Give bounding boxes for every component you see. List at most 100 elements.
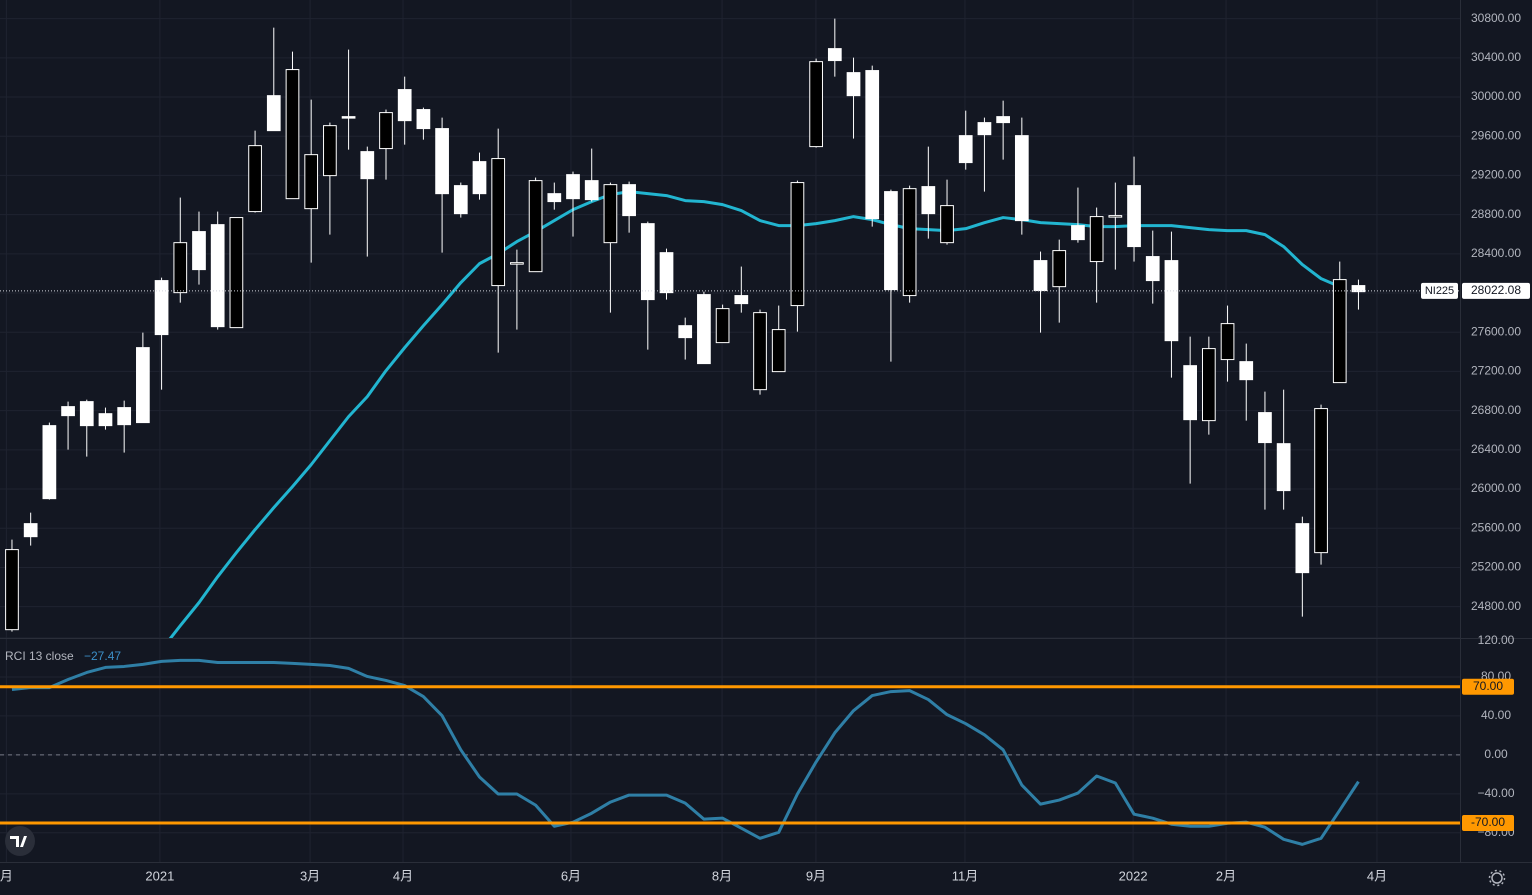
settings-icon[interactable]	[1488, 869, 1506, 887]
candle-body	[958, 135, 973, 164]
y-tick-label: 29200.00	[1471, 168, 1521, 182]
y-tick-label: 40.00	[1481, 708, 1511, 722]
candle-body	[827, 48, 842, 62]
candle-body	[584, 180, 599, 201]
candle-body	[453, 185, 468, 215]
candle-body	[1014, 135, 1029, 222]
candle-body	[1258, 412, 1272, 444]
band-label: 70.00	[1473, 679, 1503, 693]
candle-body	[1332, 279, 1347, 384]
candle-body	[61, 406, 75, 417]
symbol-box	[1421, 282, 1458, 299]
candle-body	[210, 224, 225, 328]
candle-body	[136, 347, 150, 424]
candle-body	[1033, 260, 1048, 292]
rci-line	[11, 658, 1360, 846]
candle-body	[5, 549, 19, 631]
candle-body	[510, 262, 524, 265]
candle-body	[977, 122, 992, 136]
last-price-box	[1462, 282, 1530, 299]
tradingview-logo	[5, 826, 35, 856]
candle-body	[1183, 365, 1198, 421]
candle-body	[397, 89, 412, 122]
candle-body	[1164, 260, 1179, 342]
candle-body	[902, 188, 917, 297]
y-tick-label: 28800.00	[1471, 207, 1521, 221]
candle-body	[248, 145, 262, 213]
y-tick-label: 30000.00	[1471, 89, 1521, 103]
candle-body	[697, 294, 711, 365]
x-tick-label: 6月	[561, 868, 581, 883]
candle-body	[603, 184, 618, 244]
band-label-box	[1462, 815, 1514, 832]
band-label: -70.00	[1471, 815, 1505, 829]
x-tick-label: 2021	[145, 868, 174, 883]
x-tick-label: 4月	[1367, 868, 1387, 883]
candle-body	[1071, 225, 1085, 241]
last-price-label: 28022.08	[1471, 283, 1521, 297]
candle-body	[1295, 523, 1310, 574]
candle-body	[547, 193, 562, 203]
candle-body	[285, 69, 300, 200]
candle-body	[266, 95, 281, 132]
candle-body	[884, 191, 898, 291]
candle-body	[715, 308, 730, 344]
y-tick-label: 25600.00	[1471, 520, 1521, 534]
y-tick-label: −40.00	[1477, 786, 1514, 800]
candle-body	[79, 401, 94, 427]
candle-body	[566, 174, 580, 200]
y-tick-label: 26400.00	[1471, 442, 1521, 456]
y-tick-label: 0.00	[1484, 747, 1508, 761]
x-tick-label: 2月	[1216, 868, 1236, 883]
time-axis: 月 2021 3月 4月 6月 8月 9月 11月 2022 2月 4月	[0, 868, 1387, 883]
candle-body	[1089, 216, 1104, 263]
candle-body	[323, 125, 337, 177]
x-tick-label: 2022	[1119, 868, 1148, 883]
candle-body	[734, 295, 749, 305]
candle-body	[640, 223, 655, 301]
candle-body	[790, 182, 805, 307]
x-tick-label: 3月	[300, 868, 320, 883]
moving-average	[168, 190, 1341, 638]
candle-body	[753, 312, 767, 391]
candle-body	[622, 184, 636, 217]
y-tick-label: 28400.00	[1471, 246, 1521, 260]
indicator-last-value: −27.47	[84, 649, 121, 663]
candle-body	[921, 186, 936, 215]
y-tick-label: 29600.00	[1471, 128, 1521, 142]
y-tick-label: 26800.00	[1471, 403, 1521, 417]
candle-body	[1239, 361, 1254, 381]
candle-body	[435, 128, 449, 195]
candle-body	[98, 413, 113, 427]
grid-layer	[0, 0, 1460, 862]
candle-body	[173, 242, 188, 294]
candle-body	[809, 61, 823, 148]
candle-body	[659, 252, 674, 294]
candle-body	[154, 280, 169, 336]
candle-body	[192, 231, 206, 271]
candle-body	[678, 325, 693, 339]
x-tick-label: 11月	[952, 868, 979, 883]
x-tick-label: 9月	[806, 868, 826, 883]
candle-body	[1351, 285, 1366, 293]
price-pane	[0, 18, 1460, 638]
y-tick-label: 120.00	[1478, 633, 1515, 647]
candle-body	[996, 116, 1010, 124]
y-tick-label: 27600.00	[1471, 324, 1521, 338]
axes-layer: 24800.00 25200.00 25600.00 26000.00 26400.00…	[1421, 11, 1530, 839]
rci-pane	[0, 658, 1460, 846]
y-tick-label: 24800.00	[1471, 599, 1521, 613]
candle-body	[846, 72, 861, 97]
candle-body	[229, 217, 244, 329]
symbol-label: NI225	[1425, 285, 1454, 297]
y-tick-label: 27200.00	[1471, 364, 1521, 378]
y-tick-label: 30400.00	[1471, 50, 1521, 64]
x-tick-label: 8月	[712, 868, 732, 883]
candle-body	[1145, 256, 1160, 282]
candle-body	[379, 112, 393, 150]
candle-body	[528, 180, 543, 273]
candle-body	[1314, 408, 1328, 554]
candle-body	[1108, 215, 1123, 218]
